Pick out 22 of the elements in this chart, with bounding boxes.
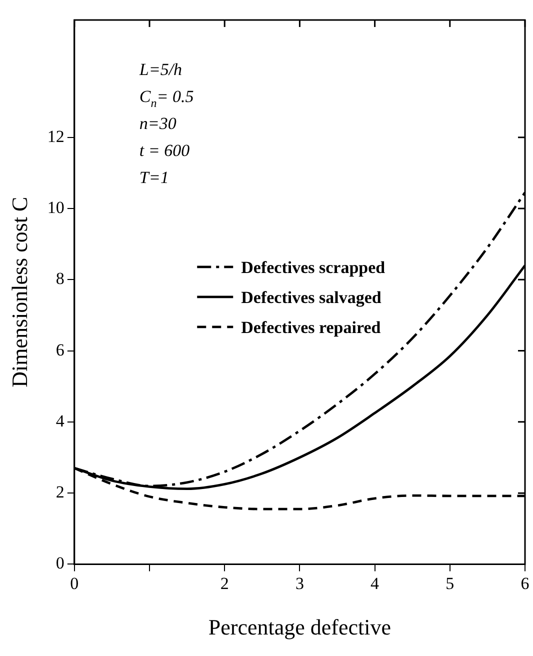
legend-label: Defectives salvaged — [241, 288, 382, 307]
y-tick-label: 0 — [56, 554, 64, 573]
annotation: t = 600 — [139, 141, 190, 160]
x-tick-label: 6 — [520, 574, 530, 593]
y-tick-label: 8 — [56, 269, 64, 288]
x-axis-title: Percentage defective — [208, 614, 392, 640]
x-tick-label: 0 — [70, 574, 79, 593]
annotation: T=1 — [139, 168, 169, 187]
y-tick-label: 4 — [56, 411, 65, 430]
y-axis-title: Dimensionless cost C — [6, 196, 32, 388]
annotation: n=30 — [139, 114, 177, 133]
annotation: L=5/h — [138, 60, 182, 79]
y-tick-label: 6 — [56, 340, 64, 360]
y-tick-label: 2 — [56, 482, 64, 502]
x-tick-label: 2 — [220, 574, 229, 593]
legend-label: Defectives repaired — [241, 318, 382, 337]
y-tick-label: 12 — [47, 126, 64, 146]
y-tick-label: 10 — [47, 198, 64, 217]
x-tick-label: 5 — [446, 574, 454, 593]
x-tick-label: 3 — [295, 574, 304, 593]
legend-label: Defectives scrapped — [241, 258, 386, 277]
x-tick-label: 4 — [370, 574, 380, 593]
